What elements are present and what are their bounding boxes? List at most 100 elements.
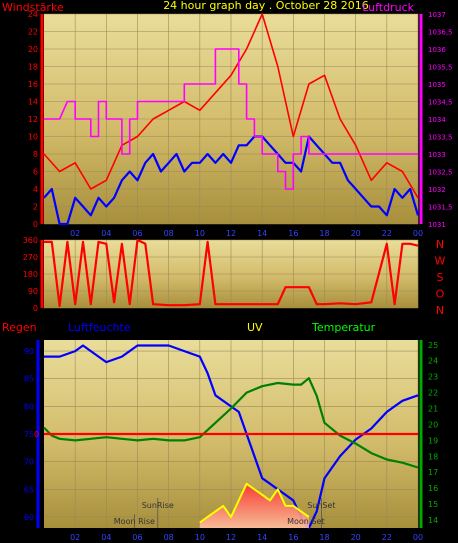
x-tick-label: 02	[70, 229, 80, 238]
annotation-label: Moon Rise	[114, 517, 155, 526]
wind-tick-label: 24	[28, 10, 38, 19]
x-tick-label: 06	[132, 229, 142, 238]
wind-tick-label: 22	[28, 28, 38, 37]
temperature-tick-label: 15	[428, 500, 438, 509]
pressure-line	[44, 48, 418, 190]
x-tick-label: 20	[351, 229, 361, 238]
temperature-tick-label: 16	[428, 484, 438, 493]
temperature-tick-label: 14	[428, 516, 438, 525]
wind-tick-label: 4	[33, 185, 38, 194]
compass-label: W	[435, 255, 446, 268]
pressure-tick-label: 1033,5	[428, 134, 453, 142]
pressure-tick-label: 1037	[428, 11, 446, 19]
compass-label: O	[436, 288, 445, 301]
pressure-tick-label: 1033	[428, 151, 446, 159]
direction-tick-label: 270	[23, 253, 38, 262]
x-tick-label: 22	[382, 229, 392, 238]
x-tick-label: 02	[70, 533, 80, 542]
x-tick-label: 10	[195, 533, 205, 542]
humidity-tick-label: 65	[24, 485, 34, 494]
uv-axis-label: UV	[247, 321, 263, 334]
x-tick-label: 00	[413, 229, 423, 238]
pressure-tick-label: 1035	[428, 81, 446, 89]
direction-tick-label: 0	[33, 304, 38, 313]
pressure-tick-label: 1036	[428, 46, 446, 54]
pressure-axis-label: Luftdruck	[362, 1, 414, 14]
direction-tick-label: 180	[23, 270, 38, 279]
x-tick-label: 22	[382, 533, 392, 542]
humidity-axis-label: Luftfeuchte	[68, 321, 131, 334]
rain-value-label: 0	[34, 430, 39, 439]
rain-axis-label: Regen	[2, 321, 37, 334]
annotation-label: SunSet	[307, 501, 335, 510]
wind-tick-label: 16	[28, 80, 38, 89]
humidity-tick-label: 90	[24, 347, 34, 356]
pressure-tick-label: 1032,5	[428, 169, 453, 177]
chart-title: 24 hour graph day . October 28 2016	[163, 0, 369, 12]
temperature-line	[43, 377, 419, 469]
wind-tick-label: 18	[28, 63, 38, 72]
wind-tick-label: 12	[28, 115, 38, 124]
wind-tick-label: 2	[33, 203, 38, 212]
x-tick-label: 20	[351, 533, 361, 542]
pressure-tick-label: 1031	[428, 221, 446, 229]
humidity-tick-label: 60	[24, 513, 34, 522]
gust-line	[43, 13, 419, 199]
temperature-tick-label: 24	[428, 357, 438, 366]
temperature-tick-label: 22	[428, 389, 438, 398]
x-tick-label: 04	[101, 229, 111, 238]
x-tick-label: 18	[319, 229, 329, 238]
humidity-tick-label: 75	[24, 430, 34, 439]
pressure-tick-label: 1034,5	[428, 99, 453, 107]
x-tick-label: 08	[164, 229, 174, 238]
direction-line	[44, 238, 419, 308]
annotation-label: Moon Set	[287, 517, 324, 526]
compass-label: N	[436, 304, 444, 317]
wind-tick-label: 20	[28, 45, 38, 54]
temperature-tick-label: 18	[428, 452, 438, 461]
temperature-tick-label: 21	[428, 405, 438, 414]
wind-axis-label: Windstärke	[2, 1, 64, 14]
x-tick-label: 06	[132, 533, 142, 542]
wind-line	[43, 135, 420, 226]
temperature-axis-label: Temperatur	[311, 321, 376, 334]
uv-line	[199, 482, 310, 524]
temperature-tick-label: 20	[428, 420, 438, 429]
x-tick-label: 10	[195, 229, 205, 238]
direction-tick-label: 360	[23, 236, 38, 245]
pressure-tick-label: 1034	[428, 116, 446, 124]
x-tick-label: 16	[288, 533, 298, 542]
x-tick-label: 04	[101, 533, 111, 542]
pressure-tick-label: 1036,5	[428, 29, 453, 37]
annotation-label: SunRise	[142, 501, 174, 510]
wind-tick-label: 10	[28, 133, 38, 142]
temperature-tick-label: 25	[428, 341, 438, 350]
temperature-tick-label: 23	[428, 373, 438, 382]
wind-tick-label: 14	[28, 98, 38, 107]
pressure-tick-label: 1035,5	[428, 64, 453, 72]
direction-tick-label: 90	[28, 287, 38, 296]
temperature-tick-label: 17	[428, 468, 438, 477]
x-tick-label: 12	[226, 533, 236, 542]
x-tick-label: 18	[319, 533, 329, 542]
x-tick-label: 14	[257, 229, 267, 238]
temperature-tick-label: 19	[428, 436, 438, 445]
x-tick-label: 16	[288, 229, 298, 238]
uv-area	[199, 483, 309, 528]
humidity-tick-label: 70	[24, 458, 34, 467]
compass-label: N	[436, 238, 444, 251]
x-tick-label: 12	[226, 229, 236, 238]
wind-tick-label: 8	[33, 150, 38, 159]
humidity-line	[44, 344, 419, 530]
humidity-tick-label: 85	[24, 375, 34, 384]
x-tick-label: 00	[413, 533, 423, 542]
humidity-tick-label: 80	[24, 402, 34, 411]
x-tick-label: 08	[164, 533, 174, 542]
pressure-tick-label: 1032	[428, 186, 446, 194]
x-tick-label: 14	[257, 533, 267, 542]
wind-tick-label: 6	[33, 168, 38, 177]
wind-tick-label: 0	[33, 220, 38, 229]
compass-label: S	[437, 271, 444, 284]
